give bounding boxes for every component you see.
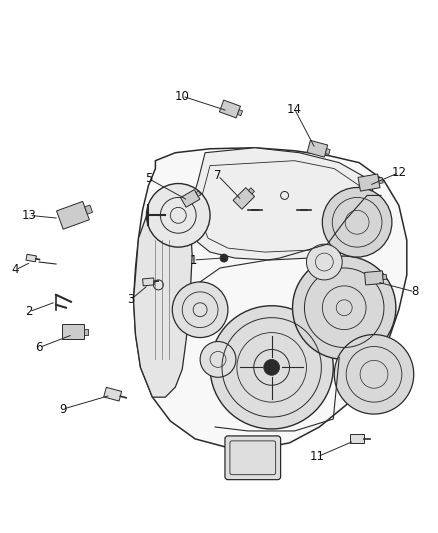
Text: 4: 4 — [11, 263, 19, 277]
Polygon shape — [325, 149, 330, 155]
FancyBboxPatch shape — [225, 436, 281, 480]
Polygon shape — [237, 110, 243, 116]
Text: 3: 3 — [127, 293, 134, 306]
Circle shape — [210, 306, 333, 429]
Text: 10: 10 — [175, 90, 190, 102]
Polygon shape — [358, 174, 380, 191]
Polygon shape — [85, 205, 92, 214]
Circle shape — [146, 183, 210, 247]
Polygon shape — [248, 188, 254, 194]
Text: 1: 1 — [189, 254, 197, 266]
Polygon shape — [190, 148, 377, 260]
Polygon shape — [143, 278, 154, 286]
Polygon shape — [364, 271, 383, 285]
Polygon shape — [219, 100, 240, 118]
Polygon shape — [57, 201, 89, 229]
Circle shape — [264, 359, 279, 375]
Polygon shape — [383, 274, 387, 280]
Polygon shape — [134, 148, 407, 449]
Text: 5: 5 — [145, 172, 152, 185]
Circle shape — [307, 244, 342, 280]
Polygon shape — [378, 177, 383, 183]
Text: 2: 2 — [25, 305, 33, 318]
Polygon shape — [196, 191, 201, 196]
Polygon shape — [104, 387, 122, 401]
Polygon shape — [350, 434, 364, 443]
Text: 13: 13 — [22, 209, 37, 222]
Text: 11: 11 — [310, 450, 325, 463]
Text: 6: 6 — [35, 341, 43, 354]
Circle shape — [322, 188, 392, 257]
Text: 12: 12 — [391, 166, 406, 179]
Text: 9: 9 — [59, 402, 67, 416]
Polygon shape — [62, 324, 84, 339]
Text: 8: 8 — [411, 285, 418, 298]
Polygon shape — [180, 190, 200, 207]
Circle shape — [220, 254, 228, 262]
Polygon shape — [26, 254, 36, 262]
Polygon shape — [84, 328, 88, 335]
Polygon shape — [233, 188, 254, 209]
Text: 7: 7 — [214, 169, 222, 182]
Circle shape — [200, 342, 236, 377]
Circle shape — [172, 282, 228, 337]
Polygon shape — [307, 140, 328, 157]
Polygon shape — [134, 185, 192, 397]
Circle shape — [293, 256, 396, 359]
Circle shape — [334, 335, 414, 414]
Text: 14: 14 — [287, 102, 302, 116]
